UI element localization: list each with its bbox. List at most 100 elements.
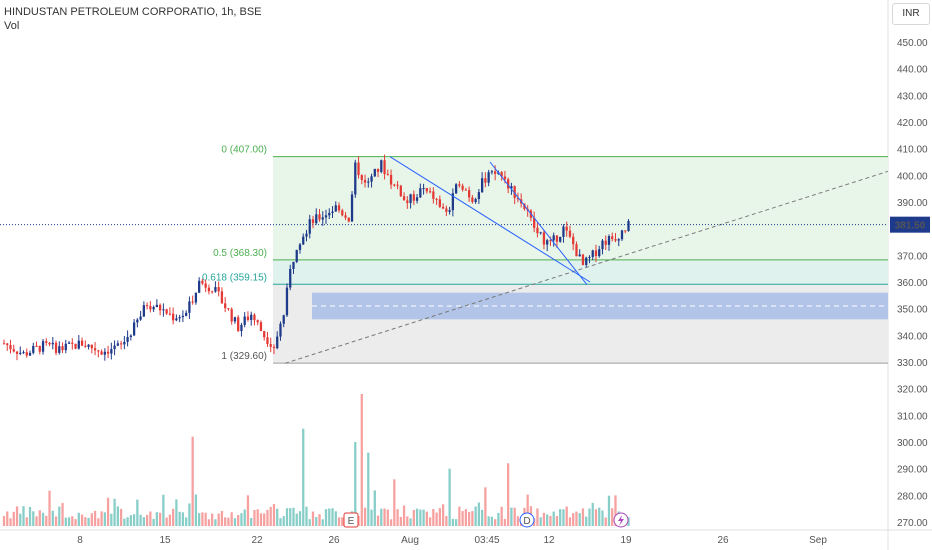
volume-bar-23 [77,512,80,526]
volume-bar-70 [230,512,233,526]
candle-body-186 [607,236,611,245]
candle-body-138 [451,193,455,211]
candle-body-123 [402,196,406,201]
candle-body-86 [282,315,285,324]
candle-body-127 [415,197,419,201]
symbol-title[interactable]: HINDUSTAN PETROLEUM CORPORATIO, 1h, BSE [4,6,262,18]
candle-body-75 [246,316,250,320]
candle-body-6 [22,352,25,354]
candle-body-191 [624,230,627,232]
volume-bar-186 [607,495,611,526]
candle-body-98 [321,217,324,220]
volume-bar-125 [409,518,412,526]
volume-bar-81 [266,509,269,526]
candle-body-149 [487,172,490,183]
volume-bar-112 [367,452,370,526]
candle-body-53 [175,318,178,321]
volume-bar-170 [555,516,559,526]
candle-body-88 [289,268,292,288]
volume-bar-134 [438,508,441,526]
volume-bar-46 [152,518,155,526]
x-tick-4: Aug [401,535,419,546]
candle-body-67 [220,291,224,304]
y-tick-400: 400.00 [897,171,928,182]
volume-bar-63 [207,519,211,526]
fib-label-1: 0.5 (368.30) [213,248,267,259]
candle-body-146 [477,192,481,200]
candle-body-78 [256,320,259,323]
chart-header: HINDUSTAN PETROLEUM CORPORATIO, 1h, BSE … [4,5,262,33]
candle-body-135 [441,206,445,209]
candle-body-22 [74,343,77,349]
candle-body-24 [80,340,84,346]
volume-bar-24 [80,514,84,526]
candle-body-25 [84,345,87,347]
volume-bar-68 [224,517,227,526]
candle-body-37 [123,341,126,345]
candle-body-96 [315,214,318,224]
volume-bar-50 [165,517,168,526]
volume-bar-143 [467,512,471,526]
volume-bar-0 [2,516,6,526]
volume-bar-129 [422,509,425,526]
candle-body-110 [360,175,363,180]
volume-bar-108 [354,442,357,526]
volume-bar-34 [113,498,116,526]
candle-body-113 [370,176,373,182]
volume-bar-123 [402,505,406,526]
volume-bar-133 [435,512,438,526]
currency-button[interactable]: INR [892,3,930,25]
volume-bar-2 [9,518,12,526]
candle-body-82 [269,344,272,347]
volume-bar-115 [376,515,380,526]
y-tick-370: 370.00 [897,251,928,262]
volume-bar-122 [399,516,402,526]
volume-bar-114 [373,490,376,526]
candle-body-62 [204,283,207,288]
candle-body-111 [363,179,367,183]
candle-body-183 [598,249,601,257]
candle-body-32 [106,351,110,354]
volume-bar-69 [227,517,230,526]
volume-bar-101 [331,508,334,526]
candle-body-103 [337,205,341,211]
x-tick-0: 8 [77,535,83,546]
volume-bar-3 [12,511,15,526]
volume-bar-109 [357,516,360,526]
volume-bar-183 [598,507,601,526]
candle-body-189 [617,239,620,241]
candle-body-114 [373,168,376,177]
volume-bar-42 [139,514,142,526]
candle-body-59 [194,292,198,303]
volume-bar-85 [279,518,282,526]
volume-bar-65 [214,519,217,526]
x-tick-7: 19 [620,535,632,546]
volume-label[interactable]: Vol [4,20,20,32]
candle-body-165 [539,232,542,234]
candle-body-90 [295,249,298,262]
earnings-marker-label: E [348,516,355,527]
volume-bar-29 [97,518,100,526]
volume-bar-181 [591,502,594,526]
candle-body-20 [67,342,71,344]
volume-bar-6 [22,506,25,526]
y-tick-340: 340.00 [897,331,928,342]
volume-bar-119 [389,519,393,526]
y-tick-330: 330.00 [897,358,928,369]
volume-bar-60 [198,513,201,526]
candle-body-8 [28,352,32,356]
volume-bar-53 [175,499,178,526]
volume-bar-10 [35,516,38,526]
volume-bar-1 [6,511,9,526]
volume-bar-91 [298,511,302,526]
volume-bar-11 [38,510,41,526]
volume-bar-4 [15,506,19,526]
volume-bar-139 [454,519,458,526]
volume-bar-9 [32,511,35,526]
candle-body-104 [341,210,344,216]
candle-body-61 [201,280,204,284]
candle-body-102 [334,205,337,212]
candle-body-40 [132,322,136,336]
candle-body-51 [168,313,172,315]
